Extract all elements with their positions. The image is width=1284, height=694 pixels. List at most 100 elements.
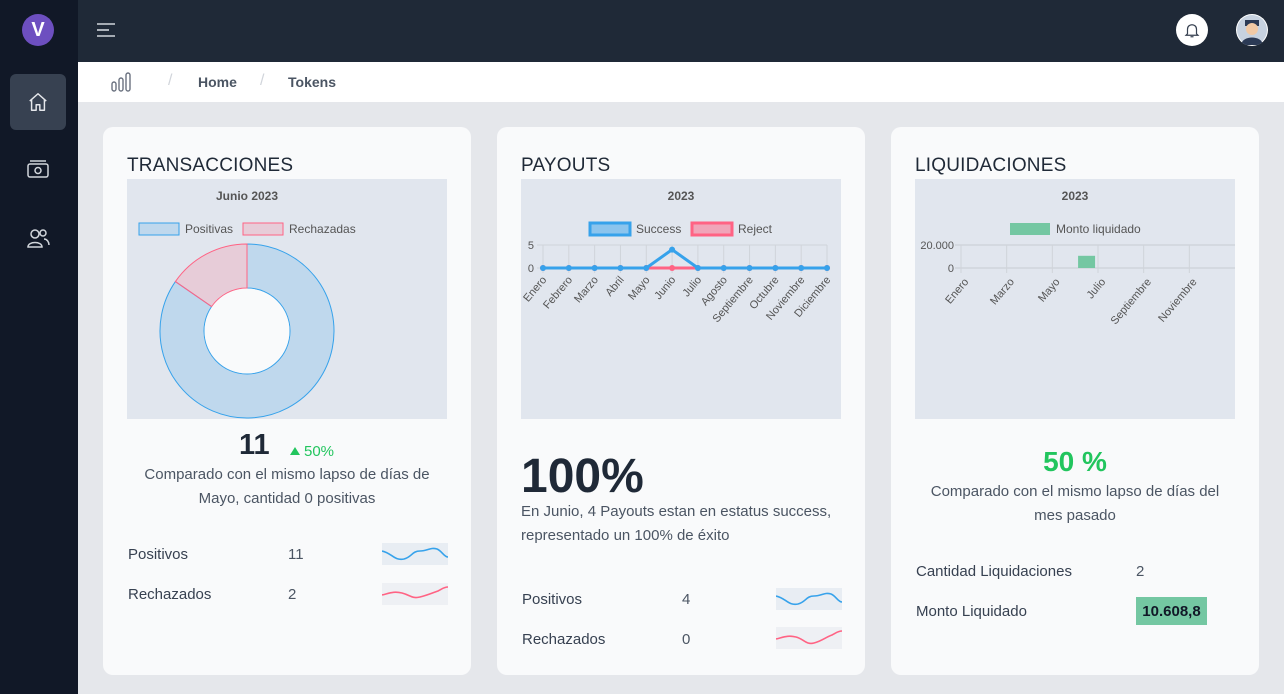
legend-swatch[interactable] [1010,223,1050,235]
y-tick-label: 0 [948,263,954,275]
x-tick-label: Julio [1085,276,1109,301]
sparkline-positivos [776,588,842,610]
breadcrumb-separator: / [260,72,265,89]
chart-payouts: 2023 Success Reject 0 5 Enero Febrero Marzo Abri… [521,179,841,419]
x-tick-label: Junio [652,274,678,302]
donut-hole [204,288,290,374]
users-icon [27,229,50,248]
y-tick-label: 5 [528,240,534,252]
card-description: Comparado con el mismo lapso de días del… [930,483,1220,524]
data-point[interactable] [540,265,546,271]
breadcrumb: / Home / Tokens [78,62,1284,102]
row-label: Cantidad Liquidaciones [916,563,1072,580]
pie-slice-positivas[interactable] [159,243,335,419]
big-number: 50 % [1043,446,1107,477]
card-title: LIQUIDACIONES [915,155,1067,176]
top-bar [78,0,1284,62]
data-point[interactable] [617,265,624,271]
app-logo[interactable]: V [22,14,54,46]
row-label: Positivos [128,546,189,563]
money-icon [27,160,49,178]
data-point[interactable] [669,265,676,271]
card-liquidaciones: LIQUIDACIONES 2023 Monto liquidado 0 20.000… [891,127,1259,675]
data-point[interactable] [798,265,805,271]
bar-chart: 2023 Monto liquidado 0 20.000 Enero Marzo Mayo… [920,189,1235,327]
user-avatar[interactable] [1236,14,1268,46]
bar-chart-icon [111,72,131,92]
x-tick-label: Julio [680,274,704,299]
row-label: Rechazados [128,586,212,603]
card-title: PAYOUTS [521,155,611,176]
data-point[interactable] [565,265,572,271]
row-value: 2 [1136,563,1145,580]
chart-title: Junio 2023 [216,189,278,203]
donut-chart: Junio 2023 Positivas Rechazadas [138,189,356,419]
breadcrumb-tokens[interactable]: Tokens [288,74,336,90]
data-point[interactable] [824,265,830,271]
legend-label[interactable]: Rechazadas [289,222,356,236]
sidebar-item-users[interactable] [10,210,66,266]
sidebar: V [0,0,78,694]
legend-label[interactable]: Positivas [185,222,233,236]
card-title: TRANSACCIONES [127,155,294,176]
change-indicator: 50% [289,443,334,460]
series-line-success[interactable] [543,247,827,270]
x-tick-label: Marzo [988,276,1017,307]
x-tick-label: Abril [603,274,626,299]
breadcrumb-home[interactable]: Home [198,74,237,90]
x-tick-label: Septiembre [1109,276,1154,327]
row-label: Positivos [522,591,583,608]
legend-label[interactable]: Reject [738,222,773,236]
legend-label[interactable]: Monto liquidado [1056,222,1141,236]
data-point[interactable] [591,265,598,271]
change-value: 50% [304,443,335,460]
big-number: 11 [239,429,270,461]
data-point[interactable] [669,246,676,253]
logo-letter: V [31,18,45,41]
x-tick-label: Mayo [626,274,652,302]
legend-swatch[interactable] [588,221,632,237]
sidebar-item-home[interactable] [10,74,66,130]
bar[interactable] [1078,255,1096,268]
data-point[interactable] [746,265,753,271]
row-value: 4 [682,591,691,608]
bell-icon [1184,24,1200,38]
big-number: 100% [521,450,644,503]
row-label: Rechazados [522,631,606,648]
sidebar-item-payments[interactable] [10,142,66,198]
data-point[interactable] [643,265,650,271]
home-icon [29,93,47,111]
sparkline-positivos [382,543,448,565]
card-description: Comparado con el mismo lapso de días de … [144,466,430,507]
card-transacciones: TRANSACCIONES Junio 2023 Positivas Rechaza… [103,127,471,675]
row-value: 0 [682,631,691,648]
legend-swatch[interactable] [242,222,284,236]
legend-label[interactable]: Success [636,222,681,236]
row-value: 2 [288,586,297,603]
data-point[interactable] [772,265,779,271]
legend-swatch[interactable] [138,222,180,236]
row-label: Monto Liquidado [916,603,1027,620]
card-payouts: PAYOUTS 2023 Success Reject 0 5 Enero Febrero M… [497,127,865,675]
chart-title: 2023 [1062,189,1089,203]
amount-badge: 10.608,8 [1136,597,1207,625]
chart-transacciones: Junio 2023 Positivas Rechazadas [127,179,447,419]
y-tick-label: 20.000 [920,240,954,252]
avatar-icon [1237,15,1267,45]
data-point[interactable] [694,265,701,271]
breadcrumb-separator: / [168,72,173,89]
legend-swatch[interactable] [690,221,734,237]
card-description: En Junio, 4 Payouts estan en estatus suc… [521,503,832,544]
menu-icon[interactable] [96,22,116,38]
sparkline-rechazados [382,583,448,605]
data-point[interactable] [720,265,727,271]
arrow-up-icon [290,447,300,455]
pie-slice-rechazadas[interactable] [174,243,248,308]
notifications-button[interactable] [1176,14,1208,46]
y-tick-label: 0 [528,263,534,275]
chart-title: 2023 [668,189,695,203]
x-tick-label: Marzo [572,274,601,305]
chart-liquidaciones: 2023 Monto liquidado 0 20.000 Enero Marzo Mayo… [915,179,1235,419]
x-tick-label: Mayo [1036,276,1062,304]
row-value: 11 [288,546,304,563]
